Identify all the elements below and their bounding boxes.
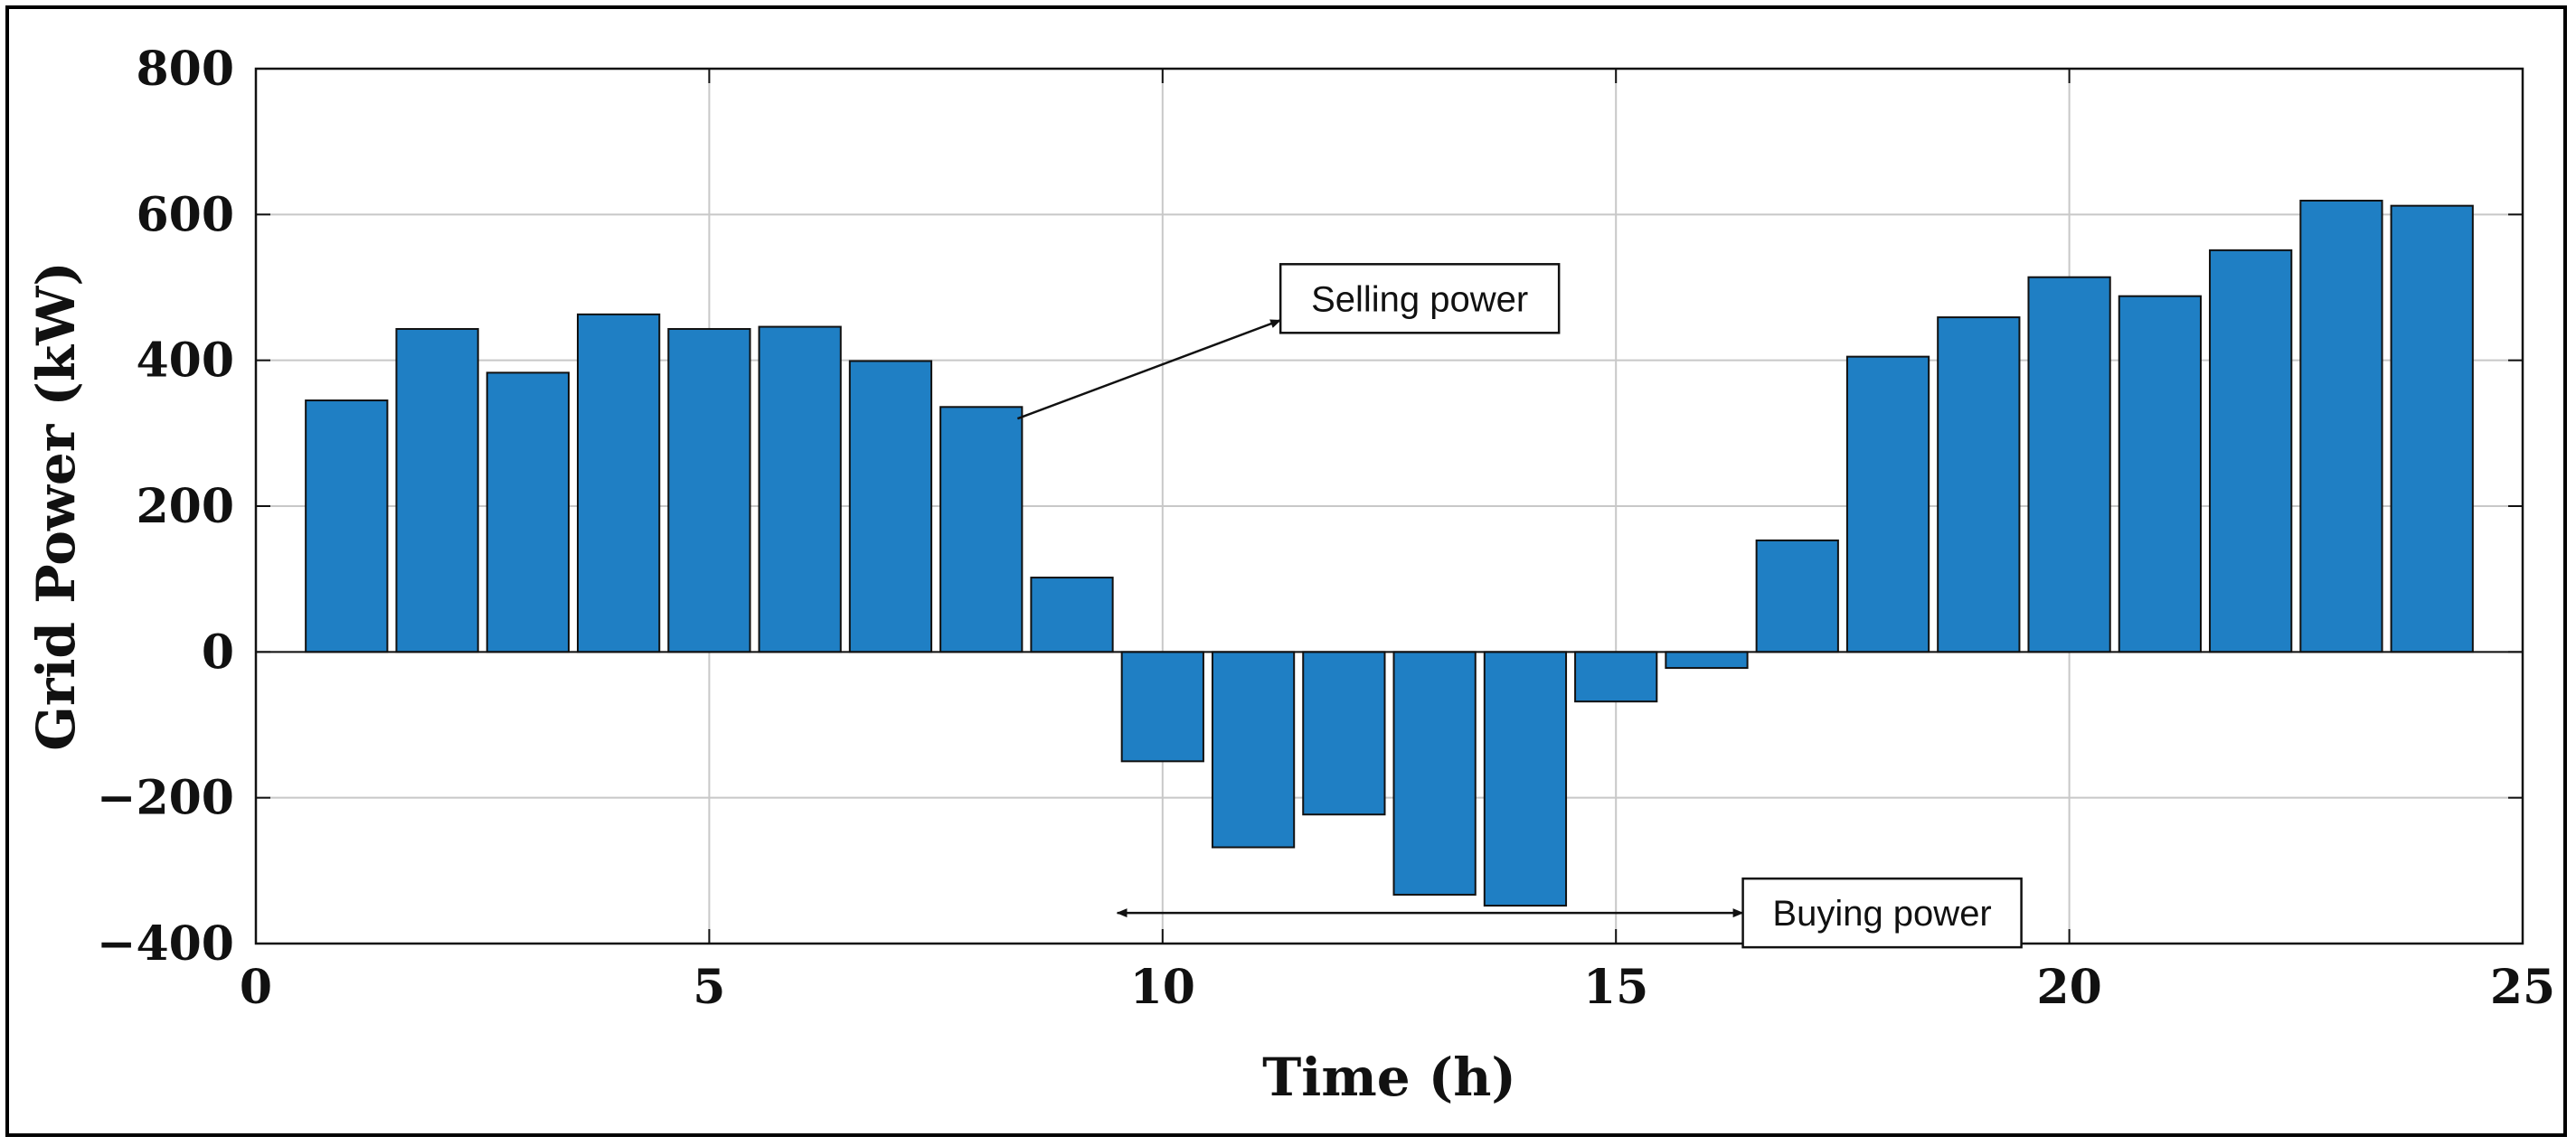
y-tick-label: 200 [136,479,234,534]
bar-hour-7 [848,360,933,653]
tick-labels: 0 5 10 15 20 25 800 600 400 200 0 −200 −400 [97,42,2555,1015]
bar-series [305,200,2474,907]
annotation-box [1741,877,2023,949]
bar-hour-21 [2118,295,2203,653]
y-tick-label: 0 [202,625,234,680]
bar-hour-10 [1120,651,1204,763]
annotation-label: Selling power [1311,279,1528,319]
bar-hour-16 [1665,651,1749,670]
bar-hour-13 [1392,651,1477,896]
bar-hour-1 [305,399,389,653]
annotation-box [1279,263,1561,334]
bar-hour-17 [1755,539,1839,653]
annotations: Selling power Buying power [1016,263,2023,949]
bar-hour-12 [1302,651,1386,816]
bar-hour-8 [939,406,1024,653]
bar-hour-20 [2027,276,2111,653]
bar-hour-22 [2209,249,2293,653]
x-tick-label: 25 [2490,960,2555,1015]
annotation-label: Buying power [1772,894,1991,934]
bar-hour-15 [1574,651,1658,703]
x-tick-label: 5 [693,960,725,1015]
y-tick-label: 800 [136,42,234,97]
x-tick-label: 0 [240,960,272,1015]
bar-hour-11 [1211,651,1296,849]
x-tick-label: 10 [1130,960,1195,1015]
bar-hour-19 [1937,316,2021,653]
x-axis-title: Time (h) [1262,1047,1516,1108]
y-tick-label: −400 [97,916,234,972]
bar-hour-18 [1845,355,1930,653]
annotation-arrow [1016,319,1282,420]
x-tick-label: 20 [2036,960,2101,1015]
y-tick-label: 400 [136,333,234,389]
bar-hour-23 [2299,200,2383,653]
x-tick-label: 15 [1583,960,1648,1015]
bar-hour-4 [576,313,661,653]
bar-hour-5 [667,327,751,653]
axes [254,67,2524,945]
bar-hour-9 [1030,577,1114,653]
y-axis-title: Grid Power (kW) [25,261,87,750]
y-tick-label: −200 [97,771,234,826]
bar-hour-14 [1483,651,1568,907]
bar-hour-2 [395,327,479,653]
bar-hour-3 [486,371,570,653]
bar-hour-24 [2390,204,2474,653]
y-tick-label: 600 [136,187,234,242]
bar-hour-6 [758,325,842,653]
